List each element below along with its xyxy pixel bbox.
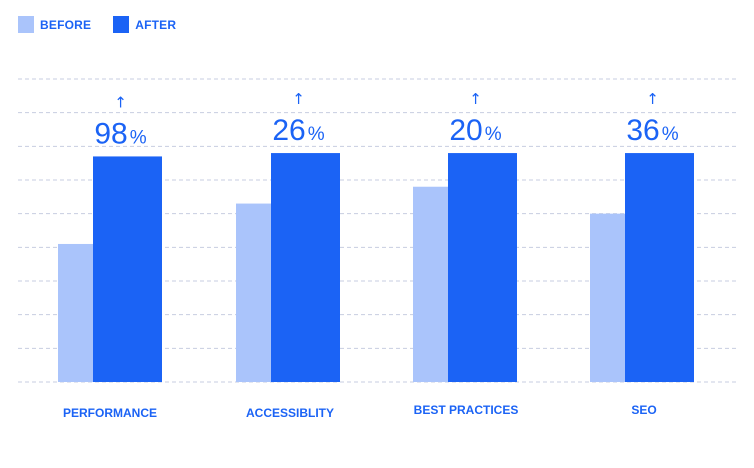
- data-label-value: 26: [272, 114, 305, 147]
- bar-before: [236, 203, 271, 382]
- bar-before: [58, 243, 93, 382]
- bar-after: [93, 156, 162, 382]
- bar-after: [448, 153, 517, 382]
- legend-item-before: BEFORE: [18, 16, 91, 33]
- data-label: 98%: [94, 117, 146, 150]
- data-label-unit: %: [485, 124, 502, 145]
- arrow-up-icon: ↑: [469, 90, 482, 108]
- data-label: 36%: [626, 114, 678, 147]
- bar-after: [625, 153, 694, 382]
- data-label-value: 20: [449, 114, 482, 147]
- legend-label-before: BEFORE: [40, 17, 92, 32]
- bar-before: [413, 186, 448, 382]
- category-label: BEST PRACTICES: [414, 403, 519, 417]
- legend-swatch-before: [18, 16, 34, 33]
- arrow-up-icon: ↑: [646, 90, 659, 108]
- arrow-up-icon: ↑: [114, 93, 127, 111]
- bar-after: [271, 153, 340, 382]
- data-label-value: 98: [94, 117, 127, 150]
- legend-item-after: AFTER: [113, 16, 176, 33]
- category-label: ACCESSIBLITY: [246, 406, 334, 420]
- data-label-unit: %: [308, 124, 325, 145]
- data-label-unit: %: [130, 127, 147, 148]
- data-label: 26%: [272, 114, 324, 147]
- data-label-value: 36: [626, 114, 659, 147]
- arrow-up-icon: ↑: [292, 90, 305, 108]
- category-label: SEO: [631, 403, 656, 417]
- data-label-unit: %: [662, 124, 679, 145]
- legend-label-after: AFTER: [135, 17, 177, 32]
- bar-before: [590, 213, 625, 382]
- chart-legend: BEFORE AFTER: [18, 16, 198, 33]
- data-label: 20%: [449, 114, 501, 147]
- legend-swatch-after: [113, 16, 130, 33]
- category-label: PERFORMANCE: [63, 406, 157, 420]
